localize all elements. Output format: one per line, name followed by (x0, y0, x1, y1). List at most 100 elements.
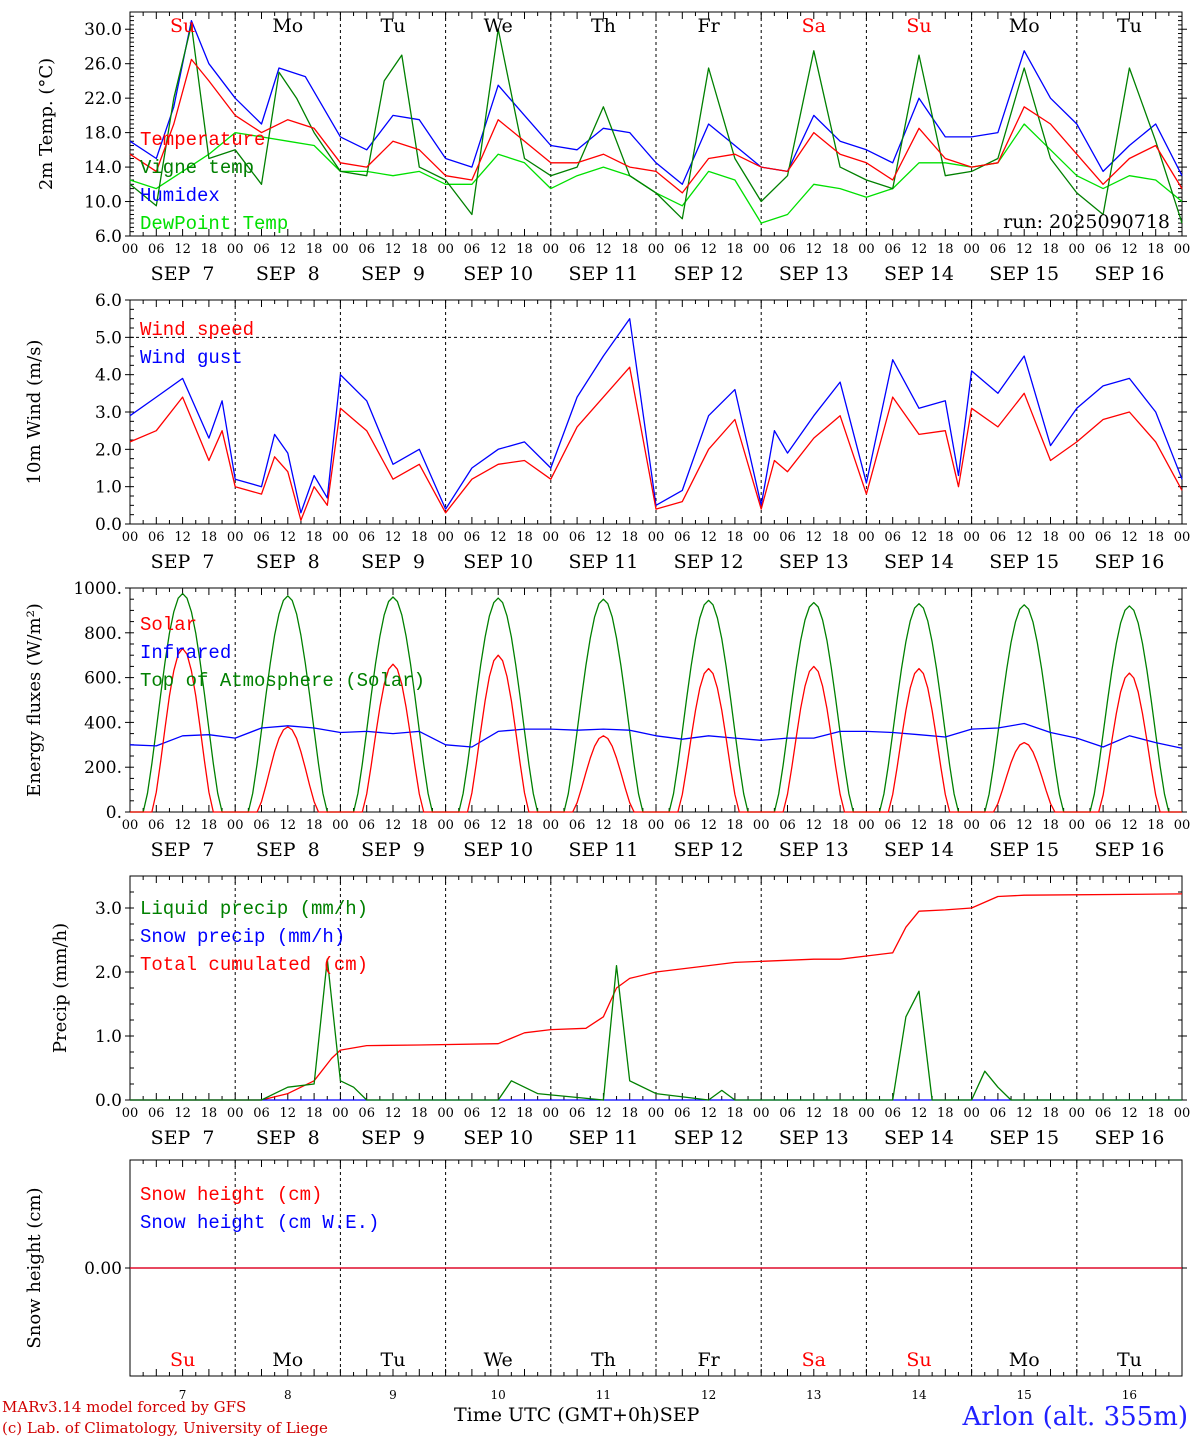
hour-tick-label: 00 (543, 1106, 560, 1121)
y-axis-label: Snow height (cm) (24, 1187, 45, 1348)
weekday-label: We (484, 15, 513, 37)
hour-tick-label: 18 (411, 530, 428, 545)
y-tick-label: 22.0 (84, 89, 122, 109)
y-tick-label: 200. (84, 758, 122, 778)
date-label: SEP 15 (989, 551, 1059, 573)
hour-tick-label: 18 (1147, 1106, 1164, 1121)
date-label: SEP 14 (884, 839, 954, 861)
hour-tick-label: 12 (595, 818, 612, 833)
hour-tick-label: 18 (516, 818, 533, 833)
hour-tick-label: 00 (858, 530, 875, 545)
hour-tick-label: 00 (858, 818, 875, 833)
hour-tick-label: 18 (832, 530, 849, 545)
hour-tick-label: 00 (227, 818, 244, 833)
hour-tick-label: 06 (253, 818, 270, 833)
hour-tick-label: 12 (1016, 818, 1033, 833)
hour-tick-label: 12 (174, 818, 191, 833)
hour-tick-label: 00 (753, 242, 770, 257)
panel-4 (125, 875, 1187, 1101)
series-line (130, 958, 1182, 1101)
hour-tick-label: 06 (884, 242, 901, 257)
hour-tick-label: 00 (227, 1106, 244, 1121)
weekday-label: Th (591, 15, 616, 37)
y-axis-label: Precip (mm/h) (50, 923, 71, 1053)
day-number: 8 (284, 1388, 292, 1402)
date-label: SEP 11 (568, 839, 638, 861)
hour-tick-label: 06 (779, 818, 796, 833)
y-tick-label: 400. (84, 713, 122, 733)
hour-tick-label: 00 (1174, 242, 1191, 257)
hour-tick-label: 00 (1174, 1106, 1191, 1121)
hour-tick-label: 18 (621, 530, 638, 545)
hour-tick-label: 00 (227, 530, 244, 545)
hour-tick-label: 18 (201, 1106, 218, 1121)
hour-tick-label: 18 (727, 530, 744, 545)
series-line (129, 366, 1183, 521)
weekday-label: Su (170, 15, 195, 37)
hour-tick-label: 00 (543, 242, 560, 257)
hour-tick-label: 12 (385, 1106, 402, 1121)
date-label: SEP 10 (463, 263, 533, 285)
hour-tick-label: 12 (806, 818, 823, 833)
hour-tick-label: 12 (1016, 242, 1033, 257)
y-tick-label: 3.0 (95, 403, 122, 423)
date-label: SEP 13 (779, 839, 849, 861)
date-label: SEP 8 (256, 839, 320, 861)
date-label: SEP 13 (779, 551, 849, 573)
hour-tick-label: 12 (1121, 1106, 1138, 1121)
legend-entry: Vigne temp (140, 157, 254, 179)
hour-tick-label: 00 (543, 818, 560, 833)
hour-tick-label: 12 (490, 530, 507, 545)
hour-tick-label: 12 (595, 530, 612, 545)
date-label: SEP 11 (568, 263, 638, 285)
hour-tick-label: 12 (700, 242, 717, 257)
hour-tick-label: 12 (1121, 530, 1138, 545)
hour-tick-label: 00 (648, 818, 665, 833)
hour-tick-label: 06 (358, 530, 375, 545)
weekday-label: Mo (1009, 15, 1040, 37)
date-label: SEP 7 (151, 839, 215, 861)
hour-tick-label: 12 (911, 530, 928, 545)
hour-tick-label: 06 (464, 1106, 481, 1121)
hour-tick-label: 18 (411, 818, 428, 833)
date-label: SEP 12 (674, 839, 744, 861)
date-label: SEP 9 (361, 551, 425, 573)
hour-tick-label: 06 (148, 1106, 165, 1121)
hour-tick-label: 00 (437, 242, 454, 257)
weekday-label: Tu (381, 1349, 406, 1371)
series-line (130, 647, 1182, 813)
date-label: SEP 13 (779, 1127, 849, 1149)
y-tick-label: 0.0 (95, 515, 122, 535)
day-number: 15 (1017, 1388, 1032, 1402)
y-tick-label: 6.0 (95, 291, 122, 311)
hour-tick-label: 06 (253, 530, 270, 545)
hour-tick-label: 18 (306, 818, 323, 833)
hour-tick-label: 12 (700, 818, 717, 833)
hour-tick-label: 12 (700, 530, 717, 545)
panel-2 (125, 299, 1187, 525)
weekday-label: Su (170, 1349, 195, 1371)
hour-tick-label: 18 (727, 242, 744, 257)
hour-tick-label: 12 (490, 1106, 507, 1121)
y-tick-label: 1.0 (95, 478, 122, 498)
hour-tick-label: 12 (911, 818, 928, 833)
day-number: 12 (701, 1388, 716, 1402)
hour-tick-label: 18 (411, 1106, 428, 1121)
y-tick-label: 10.0 (84, 193, 122, 213)
legend-entry: Wind speed (140, 319, 254, 341)
hour-tick-label: 00 (963, 530, 980, 545)
date-label: SEP 10 (463, 839, 533, 861)
hour-tick-label: 06 (1095, 530, 1112, 545)
hour-tick-label: 12 (174, 1106, 191, 1121)
time-axis-label: Time UTC (GMT+0h) (454, 1404, 660, 1426)
hour-tick-label: 00 (122, 242, 139, 257)
hour-tick-label: 00 (963, 818, 980, 833)
date-label: SEP 16 (1094, 1127, 1164, 1149)
y-tick-label: 18.0 (84, 124, 122, 144)
hour-tick-label: 18 (1147, 530, 1164, 545)
hour-tick-label: 18 (727, 1106, 744, 1121)
date-label: SEP 7 (151, 263, 215, 285)
day-number: 9 (389, 1388, 397, 1402)
y-tick-label: 3.0 (95, 899, 122, 919)
date-label: SEP 14 (884, 263, 954, 285)
